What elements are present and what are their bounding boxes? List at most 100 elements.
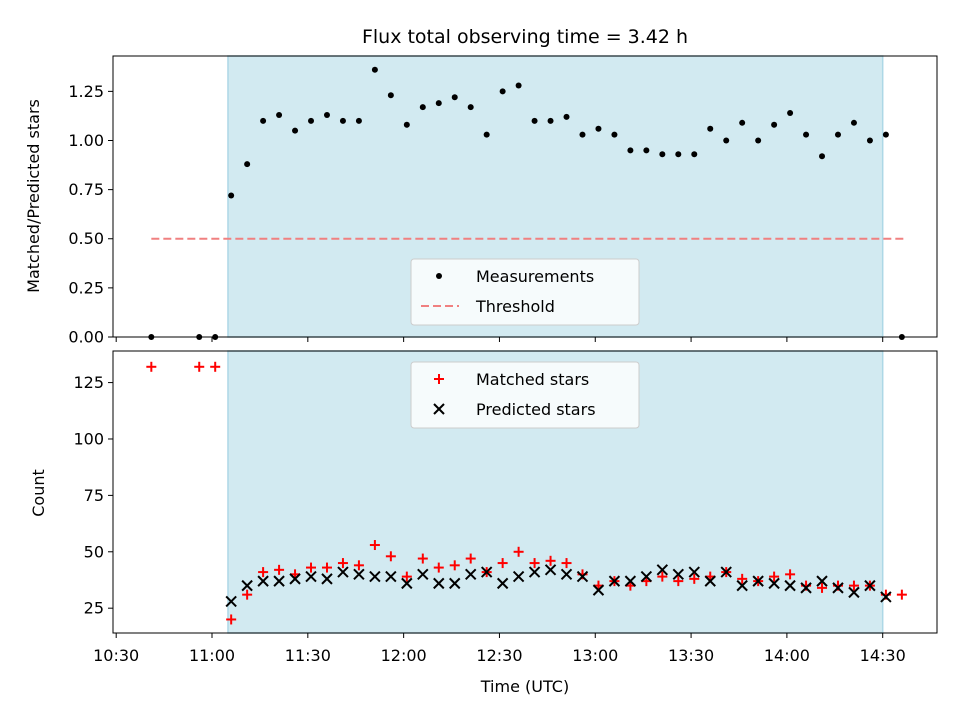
legend-label: Measurements: [476, 267, 594, 286]
predicted-stars-point: [816, 575, 828, 587]
matched-stars-point: [657, 571, 668, 582]
x-tick-label: 11:00: [189, 646, 235, 665]
measurement-point: [866, 137, 873, 144]
matched-stars-point: [194, 361, 205, 372]
matched-stars-point: [896, 589, 907, 600]
predicted-stars-point: [736, 579, 748, 592]
measurement-point: [643, 147, 650, 154]
predicted-stars-point: [464, 568, 477, 581]
y-tick-label: 125: [73, 373, 104, 392]
plot-frame: [112, 350, 938, 634]
predicted-stars-point: [369, 570, 381, 583]
measurement-point: [371, 66, 378, 73]
measurement-point: [483, 131, 490, 138]
x-tick-label: 13:00: [572, 646, 618, 665]
predicted-stars-point: [385, 570, 397, 583]
measurement-point: [419, 104, 426, 111]
y-tick-label: 0.25: [68, 278, 104, 297]
matched-stars-point: [465, 553, 476, 564]
predicted-stars-point: [560, 568, 573, 581]
measurement-point: [819, 153, 826, 160]
matched-stars-point: [146, 361, 157, 372]
measurement-point: [435, 100, 442, 107]
measurement-point: [292, 127, 299, 134]
predicted-stars-point: [752, 575, 764, 587]
top-y-axis-label: Matched/Predicted stars: [24, 99, 43, 293]
y-tick-label: 1.25: [68, 82, 104, 101]
predicted-stars-point: [784, 579, 796, 592]
matched-stars-point: [210, 361, 221, 372]
predicted-stars-point: [496, 577, 509, 590]
matched-stars-point: [513, 546, 524, 557]
predicted-stars-point: [704, 575, 716, 587]
matched-stars-point: [848, 580, 859, 591]
matched-stars-point: [689, 573, 700, 584]
legend-matched-stars-marker: [434, 374, 444, 384]
bottom-y-axis-label: Count: [29, 469, 48, 517]
measurement-point: [611, 131, 618, 138]
predicted-stars-point: [273, 575, 285, 587]
measurement-point: [771, 121, 778, 128]
matched-stars-point: [353, 560, 364, 571]
measurement-point: [755, 137, 762, 144]
matched-stars-point: [226, 614, 237, 625]
measurement-point: [451, 94, 458, 101]
matched-stars-point: [242, 589, 253, 600]
matched-stars-point: [817, 582, 828, 593]
predicted-stars-point: [640, 570, 653, 583]
matched-stars-point: [433, 562, 444, 573]
x-axis-label: Time (UTC): [480, 677, 569, 696]
x-tick-label: 14:00: [764, 646, 810, 665]
x-tick-label: 11:30: [285, 646, 331, 665]
matched-stars-point: [417, 553, 428, 564]
measurement-point: [787, 109, 794, 116]
matched-stars-point: [529, 558, 540, 569]
y-tick-label: 100: [73, 429, 104, 448]
matched-stars-point: [274, 564, 285, 575]
chart-title: Flux total observing time = 3.42 h: [362, 26, 688, 48]
matched-stars-point: [785, 569, 796, 580]
measurement-point: [467, 104, 474, 111]
legend-label: Predicted stars: [476, 400, 596, 419]
predicted-stars-point: [576, 570, 589, 583]
measurement-point: [834, 131, 841, 138]
y-tick-label: 75: [84, 486, 104, 505]
measurement-point: [339, 117, 346, 124]
predicted-stars-point: [832, 582, 844, 594]
measurement-point: [276, 111, 283, 118]
predicted-stars-point: [688, 566, 700, 578]
matched-stars-point: [497, 558, 508, 569]
measurement-point: [739, 119, 746, 126]
predicted-stars-point: [241, 579, 253, 592]
predicted-stars-point: [768, 577, 780, 590]
predicted-stars-point: [401, 577, 413, 590]
legend: Matched stars Predicted stars: [410, 361, 640, 429]
legend-predicted-stars-marker: [433, 403, 445, 415]
measurement-point: [308, 117, 315, 124]
measurement-point: [723, 137, 730, 144]
measurement-point: [707, 125, 714, 132]
measurement-point: [547, 117, 554, 124]
matched-stars-point: [561, 558, 572, 569]
matched-stars-point: [673, 576, 684, 587]
legend-label: Matched stars: [476, 370, 589, 389]
predicted-stars-point: [656, 564, 669, 576]
legend: Measurements Threshold: [410, 258, 640, 326]
measurement-point: [228, 192, 235, 199]
measurement-point: [803, 131, 810, 138]
predicted-stars-point: [544, 564, 557, 576]
ratio-panel: 0.00 0.25 0.50 0.75 1.00 1.25 Measurements Thre…: [68, 55, 938, 347]
matched-stars-point: [545, 555, 556, 566]
measurement-point: [563, 113, 570, 120]
matched-stars-point: [385, 551, 396, 562]
predicted-stars-point: [880, 591, 892, 603]
predicted-stars-point: [353, 568, 365, 581]
matched-stars-point: [369, 540, 380, 551]
measurement-point: [323, 111, 330, 118]
measurement-point: [260, 117, 267, 124]
predicted-stars-point: [449, 577, 461, 590]
predicted-stars-point: [512, 570, 525, 583]
predicted-stars-point: [672, 568, 685, 581]
predicted-stars-point: [608, 575, 621, 587]
